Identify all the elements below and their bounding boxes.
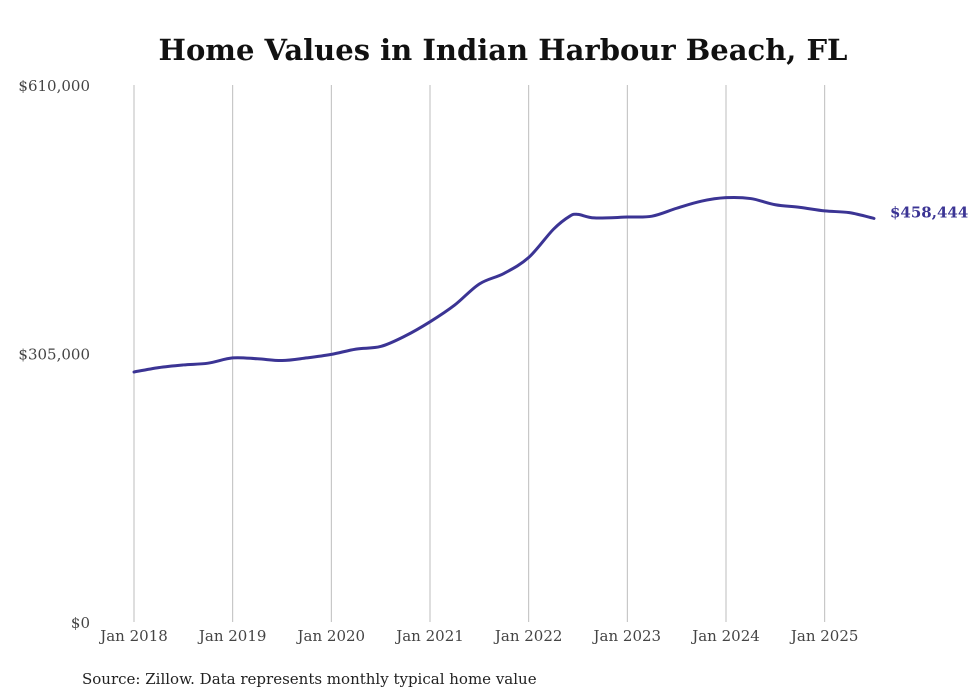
- series-line-0: [132, 195, 876, 374]
- x-axis-ticks: Jan 2018 Jan 2019 Jan 2020 Jan 2021 Jan 2022…: [98, 627, 858, 645]
- y-tick-label-0: $0: [71, 614, 90, 632]
- x-tick-label-3: Jan 2021: [394, 627, 464, 645]
- x-tick-label-1: Jan 2019: [197, 627, 267, 645]
- x-tick-label-5: Jan 2023: [592, 627, 662, 645]
- y-tick-label-1: $305,000: [18, 346, 90, 364]
- source-note: Source: Zillow. Data represents monthly …: [82, 670, 537, 688]
- x-tick-label-4: Jan 2022: [493, 627, 563, 645]
- x-tick-label-0: Jan 2018: [98, 627, 168, 645]
- y-tick-label-2: $610,000: [18, 77, 90, 95]
- series-layer: [132, 195, 876, 374]
- chart-title: Home Values in Indian Harbour Beach, FL: [159, 33, 848, 67]
- x-tick-label-7: Jan 2025: [789, 627, 859, 645]
- x-tick-label-6: Jan 2024: [690, 627, 760, 645]
- y-axis-ticks: $0 $305,000 $610,000: [18, 77, 90, 632]
- end-value-label: $458,444: [890, 203, 968, 221]
- vertical-grid: [133, 85, 826, 622]
- x-tick-label-2: Jan 2020: [296, 627, 366, 645]
